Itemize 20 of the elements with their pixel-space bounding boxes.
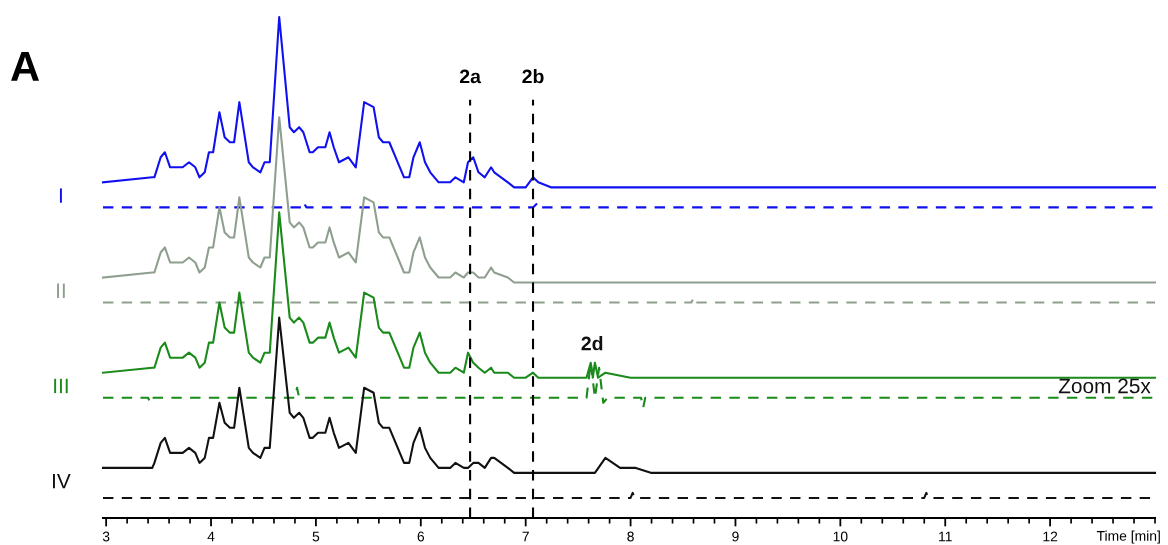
x-tick-label: 4 — [207, 531, 215, 542]
x-tick-label: 9 — [732, 531, 739, 542]
annotation: Zoom 25x — [1058, 378, 1151, 394]
annotation: 2d — [581, 336, 603, 351]
series-label: IV — [53, 473, 71, 489]
ref-line-label: 2b — [522, 69, 544, 84]
series-label: II — [57, 283, 65, 298]
x-tick-label: 10 — [833, 531, 848, 542]
series-label: I — [59, 188, 62, 203]
series-label: III — [54, 378, 68, 394]
x-tick-label: 3 — [102, 531, 110, 542]
x-tick-label: 7 — [522, 531, 529, 542]
x-tick-label: 6 — [417, 531, 425, 542]
x-axis-title: Time [min] — [1096, 530, 1160, 544]
x-tick-label: 5 — [312, 531, 320, 542]
x-tick-label: 8 — [627, 531, 634, 542]
ref-line-label: 2a — [459, 69, 482, 84]
x-tick-label: 12 — [1043, 531, 1058, 542]
text: A — [11, 52, 39, 81]
x-tick-label: 11 — [939, 531, 952, 542]
